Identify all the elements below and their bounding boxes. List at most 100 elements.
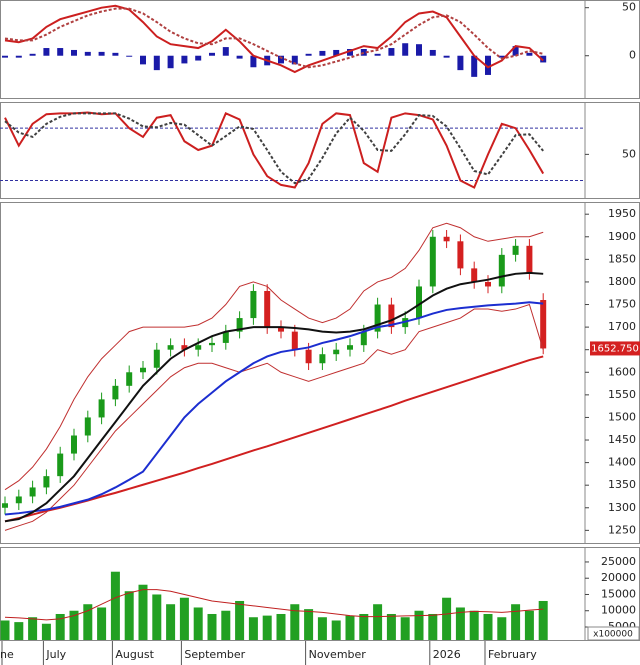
bar xyxy=(345,615,355,640)
candle-body xyxy=(71,435,77,454)
candle-body xyxy=(250,290,257,319)
candle-body xyxy=(374,304,381,332)
y-tick-label: 15000 xyxy=(601,587,636,600)
bar xyxy=(152,594,162,640)
bar xyxy=(402,43,409,56)
bar xyxy=(333,49,340,56)
bar xyxy=(84,51,91,56)
candle-body xyxy=(29,487,36,497)
y-tick-label: 1450 xyxy=(608,433,636,446)
bar xyxy=(138,584,148,640)
series-line xyxy=(4,271,544,523)
candle-body xyxy=(333,349,340,355)
y-tick-label: 1400 xyxy=(608,456,636,469)
bar xyxy=(429,49,436,56)
bar xyxy=(317,617,327,640)
bar xyxy=(153,55,160,71)
bar xyxy=(15,55,22,58)
candle-body xyxy=(126,372,133,386)
price-tag-bg xyxy=(590,341,640,356)
bar xyxy=(485,55,491,75)
bar xyxy=(112,52,119,56)
candle-body xyxy=(278,327,284,332)
bar xyxy=(416,44,422,56)
candle-body xyxy=(526,245,533,273)
y-tick-label: 1950 xyxy=(608,207,636,220)
bar xyxy=(221,610,231,640)
candle-body xyxy=(429,236,436,287)
bar xyxy=(222,47,229,56)
candle-body xyxy=(457,241,464,269)
bar xyxy=(55,613,65,640)
bar xyxy=(360,49,367,56)
bar xyxy=(209,52,215,56)
bar xyxy=(359,613,369,640)
bar xyxy=(71,49,77,56)
series-line xyxy=(4,355,544,523)
x-tick-label: February xyxy=(488,648,537,661)
y-tick-label: 0 xyxy=(629,49,636,62)
bar xyxy=(498,55,505,58)
bar xyxy=(443,55,450,58)
candle-body xyxy=(181,345,188,350)
candle-body xyxy=(84,417,91,436)
series-line xyxy=(4,589,544,621)
bar xyxy=(497,617,507,640)
bar xyxy=(181,55,188,64)
candle-body xyxy=(471,268,478,282)
bar xyxy=(41,623,51,640)
candle-body xyxy=(291,331,298,350)
candle-body xyxy=(57,453,64,477)
candle-body xyxy=(209,342,215,346)
bar xyxy=(304,609,314,640)
bar xyxy=(524,610,534,640)
bar xyxy=(388,48,395,56)
bar xyxy=(235,600,245,640)
bar xyxy=(2,55,8,58)
bar xyxy=(110,571,120,640)
bar xyxy=(457,55,464,71)
series-line xyxy=(4,301,544,516)
bar xyxy=(29,53,36,56)
bar xyxy=(166,604,176,640)
y-tick-label: 20000 xyxy=(601,571,636,584)
x-tick-label: July xyxy=(45,648,66,661)
bar xyxy=(374,53,381,56)
bar xyxy=(538,600,548,640)
candle-body xyxy=(236,318,243,332)
bar xyxy=(278,55,284,64)
bar xyxy=(471,55,478,77)
candle-body xyxy=(2,503,8,508)
candle-body xyxy=(153,349,160,368)
bar xyxy=(28,617,38,640)
bar xyxy=(511,604,521,640)
x-tick-label: September xyxy=(184,648,245,661)
bar xyxy=(195,55,202,61)
candle-body xyxy=(167,345,174,350)
y-tick-label: 1800 xyxy=(608,275,636,288)
candle-body xyxy=(540,300,547,349)
candle-body xyxy=(140,367,146,373)
bar xyxy=(14,622,24,640)
bar xyxy=(57,48,64,56)
bar xyxy=(248,617,258,640)
bar xyxy=(140,55,146,65)
bar xyxy=(347,49,353,56)
series-line xyxy=(4,222,544,491)
bar xyxy=(167,55,174,69)
bar xyxy=(386,613,396,640)
bar xyxy=(331,620,341,640)
y-tick-label: 1500 xyxy=(608,410,636,423)
y-tick-label: 1900 xyxy=(608,230,636,243)
y-tick-label: 1700 xyxy=(608,320,636,333)
bar xyxy=(262,615,272,640)
bar xyxy=(540,55,547,63)
x-tick-label: ne xyxy=(0,648,14,661)
y-tick-label: 10000 xyxy=(601,604,636,617)
bar xyxy=(179,597,189,640)
candle-body xyxy=(112,385,119,400)
candle-body xyxy=(416,286,422,319)
bar xyxy=(442,597,452,640)
y-tick-label: 1300 xyxy=(608,501,636,514)
